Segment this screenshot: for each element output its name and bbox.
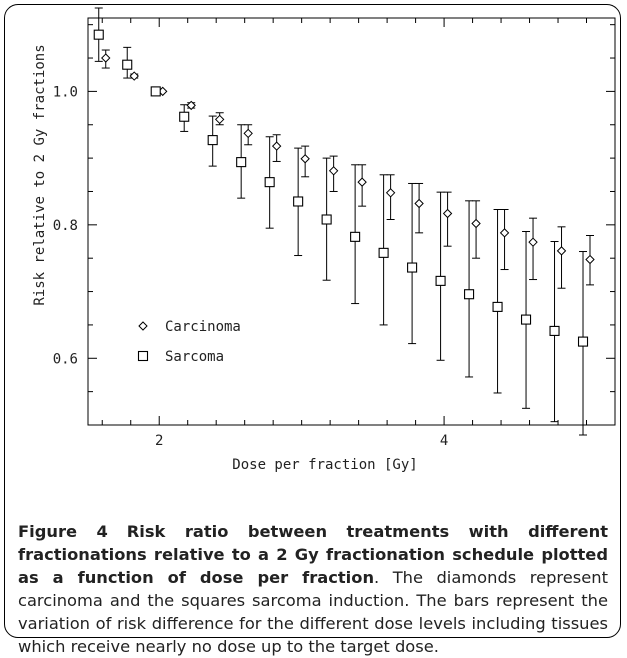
- diamond-point: [556, 246, 567, 256]
- square-point: [122, 59, 133, 70]
- square-point: [293, 196, 304, 207]
- y-tick-label: 0.6: [53, 351, 78, 367]
- diamond-point: [357, 177, 367, 187]
- square-point: [492, 301, 503, 312]
- figure-label: Figure 4: [18, 522, 108, 541]
- data-markers: [93, 29, 595, 347]
- diamond-point: [243, 128, 253, 139]
- square-point: [378, 247, 389, 258]
- diamond-point: [385, 188, 396, 198]
- diamond-point: [101, 53, 111, 63]
- diamond-point: [186, 100, 196, 111]
- square-point: [435, 275, 446, 286]
- error-bars: [94, 7, 595, 436]
- square-point: [577, 336, 589, 347]
- square-point: [520, 314, 532, 325]
- square-point: [264, 177, 275, 188]
- legend-label-sarcoma: Sarcoma: [165, 349, 224, 365]
- y-tick-label: 1.0: [53, 84, 78, 100]
- square-point: [179, 111, 190, 122]
- diamond-point: [585, 254, 595, 265]
- diamond-point: [300, 154, 310, 164]
- square-point: [150, 86, 161, 97]
- x-tick-label: 4: [440, 433, 448, 449]
- square-point: [236, 157, 247, 168]
- diamond-point: [442, 208, 453, 219]
- chart: 2 4 0.6 0.8 1.0 Carcinoma Sarcoma Dose per fr…: [32, 7, 616, 473]
- plot-area-border: [87, 17, 616, 426]
- diamond-point: [499, 228, 510, 238]
- figure-caption: Figure 4 Risk ratio between treatments w…: [18, 520, 608, 658]
- diamond-point: [328, 166, 339, 176]
- x-tick-label: 2: [155, 433, 163, 449]
- diamond-point: [214, 114, 225, 125]
- legend-marker-diamond: [138, 321, 148, 331]
- square-point: [407, 262, 418, 273]
- x-axis-label: Dose per fraction [Gy]: [232, 457, 417, 473]
- figure-title: Risk ratio between treatments with diffe…: [18, 522, 608, 587]
- chart-legend: Carcinoma Sarcoma: [137, 319, 241, 365]
- diamond-point: [528, 237, 538, 247]
- caption-body: . The diamonds represent carcinoma and t…: [18, 568, 608, 656]
- y-tick-label: 0.8: [53, 218, 78, 234]
- figure-frame: [4, 4, 621, 638]
- y-axis-label: Risk relative to 2 Gy fractions: [32, 44, 48, 305]
- diamond-point: [129, 71, 139, 81]
- diamond-point: [414, 198, 424, 209]
- legend-label-carcinoma: Carcinoma: [165, 319, 241, 335]
- diamond-point: [471, 218, 481, 229]
- square-point: [549, 325, 560, 336]
- square-point: [321, 214, 332, 225]
- square-point: [207, 135, 218, 146]
- square-point: [464, 289, 475, 300]
- legend-marker-square: [137, 350, 149, 362]
- square-point: [93, 29, 104, 40]
- square-point: [350, 231, 361, 242]
- chart-axes: 2 4 0.6 0.8 1.0: [53, 17, 616, 449]
- diamond-point: [271, 141, 282, 151]
